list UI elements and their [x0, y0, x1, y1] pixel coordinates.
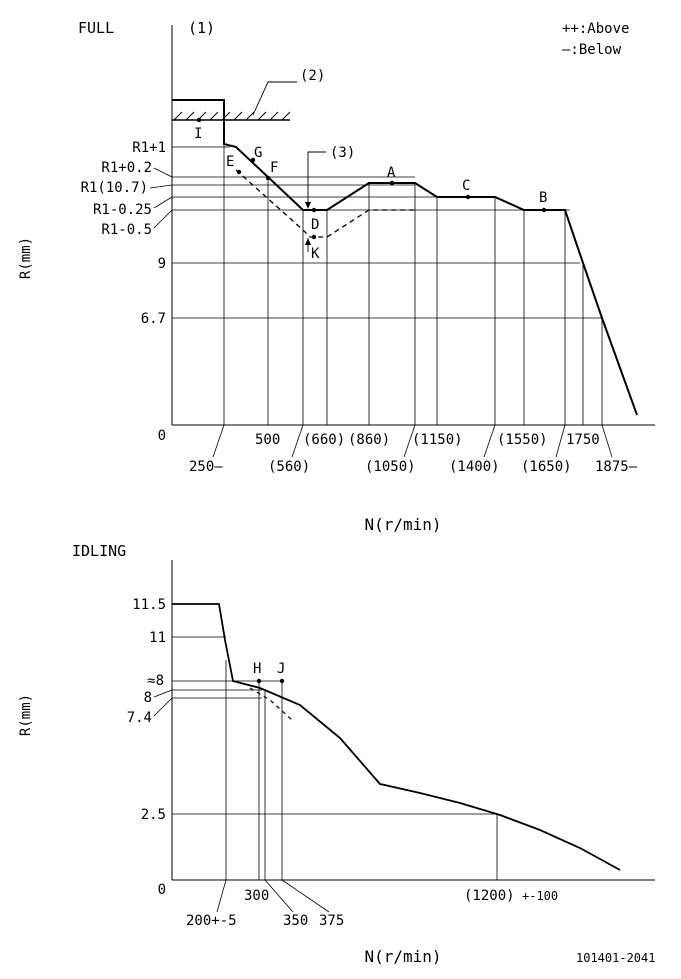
idling-x-label-leaders [216, 879, 330, 913]
idling-y-label-leaders [153, 689, 173, 717]
y-label-r1: R1(10.7) [81, 180, 148, 196]
point-C-marker [465, 194, 471, 200]
x-label-1875: 1875— [595, 459, 638, 475]
point-J-marker [279, 678, 285, 684]
x-label-860: (860) [348, 432, 390, 448]
y-label-r1-minus-0-5: R1-0.5 [101, 222, 152, 238]
full-x-labels-lower: 250— (560) (1050) (1400) (1650) 1875— [189, 459, 638, 475]
idling-chart: IDLING H J 11.5 11 [18, 542, 655, 966]
y-label-2-5: 2.5 [141, 807, 166, 823]
x-label-300: 300 [244, 888, 269, 904]
x-label-500: 500 [255, 432, 280, 448]
point-C-label: C [462, 178, 470, 194]
x-label-560: (560) [268, 459, 310, 475]
idling-h-gridlines [172, 636, 497, 815]
full-h-gridlines [172, 146, 602, 319]
y-label-0-idling: 0 [158, 882, 166, 898]
x-label-660: (660) [303, 432, 345, 448]
point-I-label: I [194, 126, 202, 142]
point-E-marker [236, 169, 242, 175]
x-label-350: 350 [283, 913, 308, 929]
x-label-200: 200+-5 [186, 913, 237, 929]
ref-2-label: (2) [300, 68, 325, 84]
full-point-labels: I E G F D K A C B [194, 126, 547, 262]
y-label-8: 8 [144, 690, 152, 706]
x-label-1750: 1750 [566, 432, 600, 448]
y-label-6-7: 6.7 [141, 311, 166, 327]
y-label-r1-minus-0-25: R1-0.25 [93, 202, 152, 218]
y-label-r1-plus-0-2: R1+0.2 [101, 160, 152, 176]
idling-x-axis-label: N(r/min) [364, 947, 441, 966]
x-label-375: 375 [319, 913, 344, 929]
x-label-1650: (1650) [521, 459, 572, 475]
point-F-label: F [270, 160, 278, 176]
x-label-1550: (1550) [497, 432, 548, 448]
x-label-250: 250— [189, 459, 223, 475]
full-title: FULL [78, 19, 114, 37]
full-point-markers [196, 117, 547, 240]
ref-3-arrowhead-down [305, 202, 311, 209]
full-y-axis-label: R(mm) [18, 237, 34, 279]
y-label-7-4: 7.4 [127, 710, 152, 726]
point-G-marker [250, 157, 256, 163]
x-label-1050: (1050) [365, 459, 416, 475]
ref-1-label: (1) [188, 19, 215, 37]
y-label-9: 9 [158, 256, 166, 272]
idling-y-labels: 11.5 11 ≈8 8 7.4 2.5 0 [127, 597, 166, 898]
x-label-1200: (1200) [464, 888, 515, 904]
point-H-label: H [253, 661, 261, 677]
full-y-label-leaders [149, 167, 173, 229]
full-lower-dashed-curve [235, 169, 415, 238]
full-x-label-leaders [212, 424, 613, 458]
point-H-marker [256, 678, 262, 684]
full-x-labels-upper: 500 (660) (860) (1150) (1550) 1750 [255, 432, 600, 448]
full-x-axis-label: N(r/min) [364, 515, 441, 534]
y-label-approx-8: ≈8 [147, 673, 164, 689]
idling-point-labels: H J [253, 661, 285, 677]
point-E-label: E [226, 154, 234, 170]
full-chart: FULL (1) ++:Above —:Below [18, 19, 655, 534]
x-label-1400: (1400) [449, 459, 500, 475]
ref-3-leader [307, 151, 326, 163]
full-main-curve [172, 99, 638, 416]
y-label-11-5: 11.5 [132, 597, 166, 613]
legend-above: ++:Above [562, 21, 629, 37]
full-y-labels: R1+1 R1+0.2 R1(10.7) R1-0.25 R1-0.5 9 6.… [81, 140, 166, 444]
point-F-marker [265, 175, 271, 181]
legend-below: —:Below [562, 42, 622, 58]
point-K-marker [311, 234, 317, 240]
idling-main-curve [172, 603, 621, 871]
point-D-label: D [311, 217, 319, 233]
point-I-marker [196, 117, 202, 123]
idling-point-markers [256, 678, 285, 684]
drawing-code: 101401-2041 [576, 951, 655, 965]
point-B-label: B [539, 190, 547, 206]
y-label-11: 11 [149, 630, 166, 646]
point-B-marker [541, 207, 547, 213]
idling-title: IDLING [72, 542, 126, 560]
idling-dashed-curve [249, 687, 293, 721]
point-G-label: G [254, 145, 262, 161]
x-label-1150: (1150) [412, 432, 463, 448]
point-K-label: K [311, 246, 320, 262]
point-A-marker [389, 180, 395, 186]
ref-3-arrowhead-up [305, 238, 311, 245]
idling-v-gridlines [225, 660, 498, 880]
idling-y-axis-label: R(mm) [18, 694, 34, 736]
point-A-label: A [387, 165, 396, 181]
ref-3-label: (3) [330, 145, 355, 161]
x-label-tolerance-100: +-100 [522, 889, 558, 903]
ref-2-leader [252, 81, 297, 116]
y-label-r1-plus-1: R1+1 [132, 140, 166, 156]
full-v-gridlines [223, 100, 603, 425]
point-J-label: J [277, 661, 285, 677]
point-D-marker [311, 207, 317, 213]
stopper-hatch [172, 111, 291, 121]
idling-x-labels: 300 200+-5 350 375 (1200) +-100 [186, 888, 558, 929]
y-label-0: 0 [158, 428, 166, 444]
